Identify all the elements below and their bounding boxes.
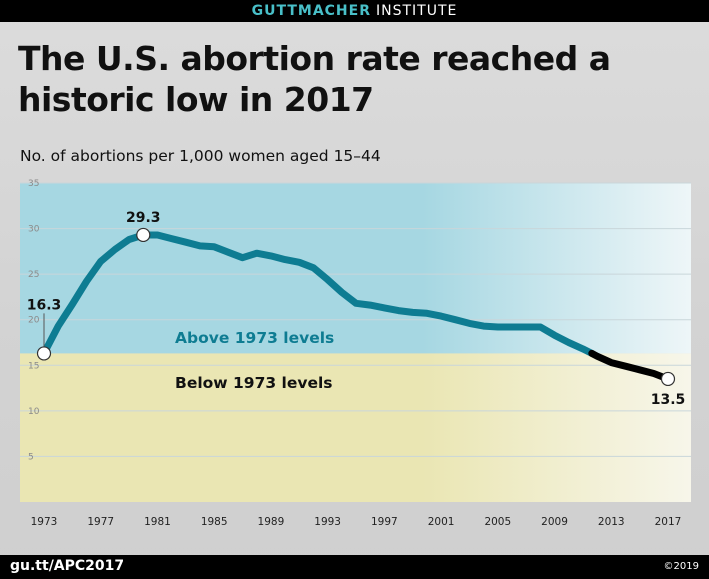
annotation-marker bbox=[36, 346, 52, 361]
x-tick-label: 2017 bbox=[655, 516, 682, 528]
above-band bbox=[20, 183, 691, 354]
above-region-label: Above 1973 levels bbox=[175, 329, 334, 347]
y-tick-label: 10 bbox=[28, 407, 40, 417]
x-tick-label: 1993 bbox=[314, 516, 341, 528]
series-line-above bbox=[40, 231, 596, 357]
annotation-marker bbox=[136, 227, 151, 243]
x-tick-label: 1973 bbox=[31, 516, 58, 528]
x-tick-label: 1985 bbox=[201, 516, 228, 528]
footer-bar: gu.tt/APC2017 ©2019 bbox=[0, 555, 709, 579]
y-tick-label: 35 bbox=[28, 179, 39, 189]
y-tick-label: 25 bbox=[28, 270, 39, 280]
below-region-label: Below 1973 levels bbox=[175, 374, 333, 392]
y-tick-label: 20 bbox=[28, 316, 40, 326]
data-label: 13.5 bbox=[651, 392, 686, 408]
chart-title: The U.S. abortion rate reached a histori… bbox=[18, 39, 611, 119]
source-url[interactable]: gu.tt/APC2017 bbox=[10, 558, 125, 574]
annotation-marker bbox=[660, 371, 676, 387]
data-label: 16.3 bbox=[27, 297, 62, 313]
header-bar: GUTTMACHER INSTITUTE bbox=[0, 0, 709, 22]
below-band bbox=[20, 353, 691, 502]
chart-subtitle: No. of abortions per 1,000 women aged 15… bbox=[20, 147, 381, 165]
copyright-label: ©2019 bbox=[663, 561, 699, 572]
x-tick-label: 1997 bbox=[371, 516, 398, 528]
series-line-below bbox=[588, 349, 672, 383]
x-tick-label: 2009 bbox=[541, 516, 568, 528]
brand-name: GUTTMACHER bbox=[251, 3, 371, 19]
x-tick-label: 1989 bbox=[258, 516, 285, 528]
y-tick-label: 15 bbox=[28, 361, 39, 371]
x-tick-label: 2001 bbox=[428, 516, 455, 528]
y-tick-label: 30 bbox=[28, 225, 40, 235]
x-tick-label: 1977 bbox=[87, 516, 114, 528]
x-tick-label: 2013 bbox=[598, 516, 625, 528]
data-label: 29.3 bbox=[126, 210, 161, 226]
x-tick-label: 2005 bbox=[484, 516, 511, 528]
x-tick-label: 1981 bbox=[144, 516, 171, 528]
y-tick-label: 5 bbox=[28, 452, 34, 462]
brand-suffix: INSTITUTE bbox=[376, 3, 458, 19]
